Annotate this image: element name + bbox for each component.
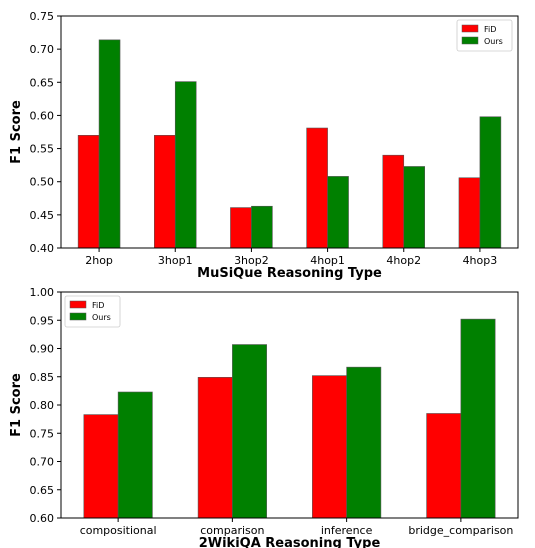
y-axis-label: F1 Score	[9, 100, 24, 164]
bar-fid-3hop1	[154, 135, 176, 249]
y-tick-label: 0.40	[30, 242, 55, 255]
legend-swatch-ours	[461, 36, 479, 45]
bar-ours-3hop2	[251, 205, 273, 249]
y-tick-label: 0.60	[30, 109, 55, 122]
x-tick-label-bridge-comparison: bridge_comparison	[408, 524, 513, 537]
legend-swatch-fid	[69, 300, 87, 309]
bar-ours-inference	[346, 366, 382, 519]
y-axis-label: F1 Score	[9, 373, 24, 437]
y-tick-label: 0.75	[30, 10, 55, 23]
bar-ours-bridge-comparison	[460, 318, 496, 519]
y-tick-label: 1.00	[30, 286, 55, 299]
x-axis-label: MuSiQue Reasoning Type	[197, 266, 382, 281]
y-tick-label: 0.90	[30, 343, 55, 356]
x-axis-label: 2WikiQA Reasoning Type	[199, 536, 381, 548]
axes-frame	[60, 15, 519, 249]
bar-ours-2hop	[98, 39, 121, 249]
bar-fid-4hop1	[306, 127, 328, 249]
y-tick-label: 0.45	[30, 209, 55, 222]
bar-fid-inference	[312, 375, 347, 519]
y-tick-label: 0.65	[30, 484, 55, 497]
y-tick-label: 0.75	[30, 427, 55, 440]
x-tick-label-2hop: 2hop	[85, 254, 113, 267]
y-tick-label: 0.80	[30, 399, 55, 412]
legend-label-fid: FiD	[484, 25, 496, 34]
bar-fid-compositional	[83, 414, 119, 519]
y-tick-label: 0.60	[30, 512, 55, 525]
bar-ours-4hop1	[327, 176, 349, 249]
y-tick-label: 0.70	[30, 456, 55, 469]
y-tick-label: 0.50	[30, 176, 55, 189]
y-tick-label: 0.70	[30, 43, 55, 56]
legend-swatch-ours	[69, 312, 87, 321]
x-tick-label-compositional: compositional	[80, 524, 157, 537]
bar-fid-comparison	[197, 377, 233, 519]
x-tick-label-4hop3: 4hop3	[463, 254, 498, 267]
x-tick-label-comparison: comparison	[200, 524, 264, 537]
x-tick-label-3hop1: 3hop1	[158, 254, 193, 267]
legend: FiD Ours	[456, 19, 513, 52]
bar-ours-4hop2	[403, 166, 426, 249]
bar-ours-comparison	[232, 344, 267, 519]
bar-fid-2hop	[77, 135, 100, 249]
chart-musique: 0.40 0.45 0.50 0.55 0.60 0.65 0.70 0.75 2hop 3hop…	[9, 10, 519, 281]
legend-label-fid: FiD	[92, 301, 104, 310]
y-tick-label: 0.95	[30, 314, 55, 327]
legend-swatch-fid	[461, 24, 479, 33]
x-tick-label-4hop2: 4hop2	[386, 254, 421, 267]
bar-fid-bridge-comparison	[426, 413, 462, 519]
bar-fid-4hop2	[382, 154, 405, 249]
x-tick-label-3hop2: 3hop2	[234, 254, 269, 267]
bar-ours-3hop1	[174, 81, 197, 249]
y-tick-label: 0.55	[30, 143, 55, 156]
x-tick-label-inference: inference	[321, 524, 373, 537]
legend-label-ours: Ours	[92, 313, 111, 322]
bar-ours-4hop3	[479, 116, 502, 249]
bar-fid-4hop3	[458, 177, 481, 249]
x-tick-label-4hop1: 4hop1	[310, 254, 345, 267]
chart-2wikiqa: 0.60 0.65 0.70 0.75 0.80 0.85 0.90 0.95 1.00 comp…	[9, 286, 519, 548]
y-tick-label: 0.85	[30, 371, 55, 384]
bar-ours-compositional	[117, 391, 153, 519]
y-tick-label: 0.65	[30, 76, 55, 89]
legend-label-ours: Ours	[484, 37, 503, 46]
bar-fid-3hop2	[230, 207, 252, 249]
legend: FiD Ours	[64, 295, 121, 328]
